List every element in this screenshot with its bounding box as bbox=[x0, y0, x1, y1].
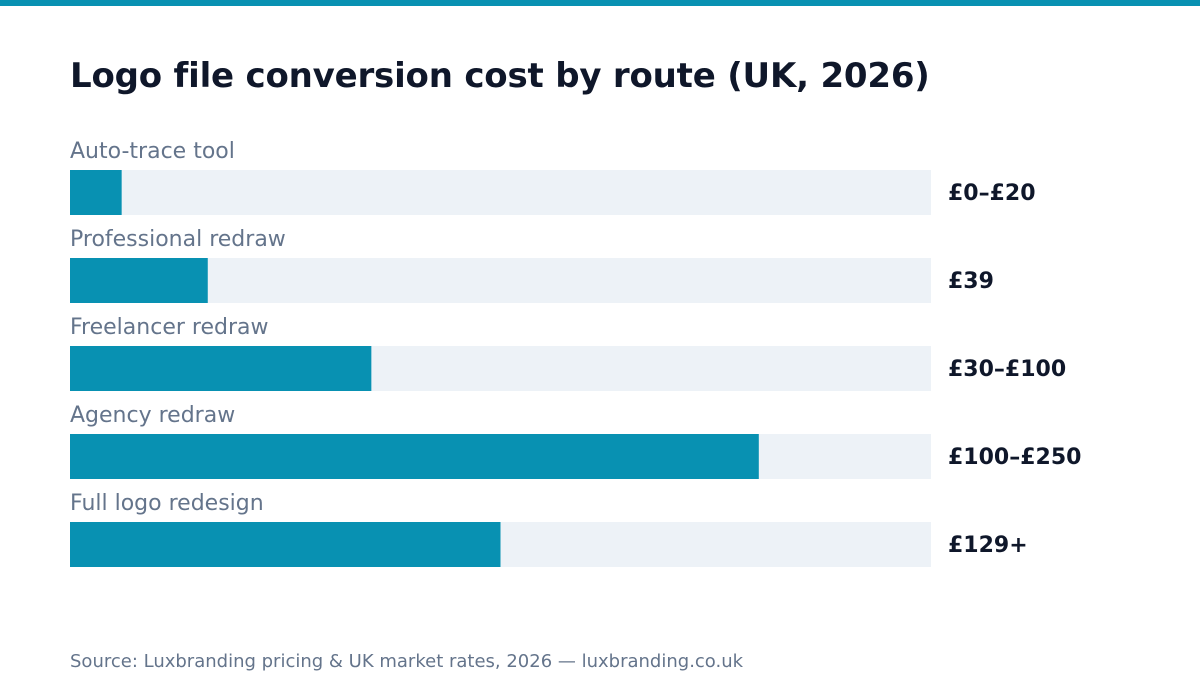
top-accent-bar bbox=[0, 0, 1200, 6]
bar-row-freelancer-redraw: Freelancer redraw £30–£100 bbox=[70, 315, 1066, 391]
category-label: Professional redraw bbox=[70, 227, 286, 252]
bar bbox=[70, 258, 208, 303]
chart-title: Logo file conversion cost by route (UK, … bbox=[70, 56, 930, 96]
category-label: Agency redraw bbox=[70, 403, 235, 428]
category-label: Auto-trace tool bbox=[70, 139, 235, 164]
value-label: £129+ bbox=[948, 533, 1028, 558]
bar-track bbox=[70, 170, 931, 215]
value-label: £0–£20 bbox=[948, 181, 1036, 206]
bar-row-professional-redraw: Professional redraw £39 bbox=[70, 227, 994, 303]
category-label: Full logo redesign bbox=[70, 491, 264, 516]
value-label: £100–£250 bbox=[948, 445, 1081, 470]
bar bbox=[70, 346, 372, 391]
bar-track bbox=[70, 258, 931, 303]
bar-row-auto-trace-tool: Auto-trace tool £0–£20 bbox=[70, 139, 1036, 215]
value-label: £39 bbox=[948, 269, 994, 294]
bar-row-full-logo-redesign: Full logo redesign £129+ bbox=[70, 491, 1028, 567]
bar bbox=[70, 170, 122, 215]
bar bbox=[70, 522, 501, 567]
value-label: £30–£100 bbox=[948, 357, 1066, 382]
bar bbox=[70, 434, 759, 479]
bar-row-agency-redraw: Agency redraw £100–£250 bbox=[70, 403, 1081, 479]
category-label: Freelancer redraw bbox=[70, 315, 268, 340]
source-note: Source: Luxbranding pricing & UK market … bbox=[70, 651, 744, 672]
